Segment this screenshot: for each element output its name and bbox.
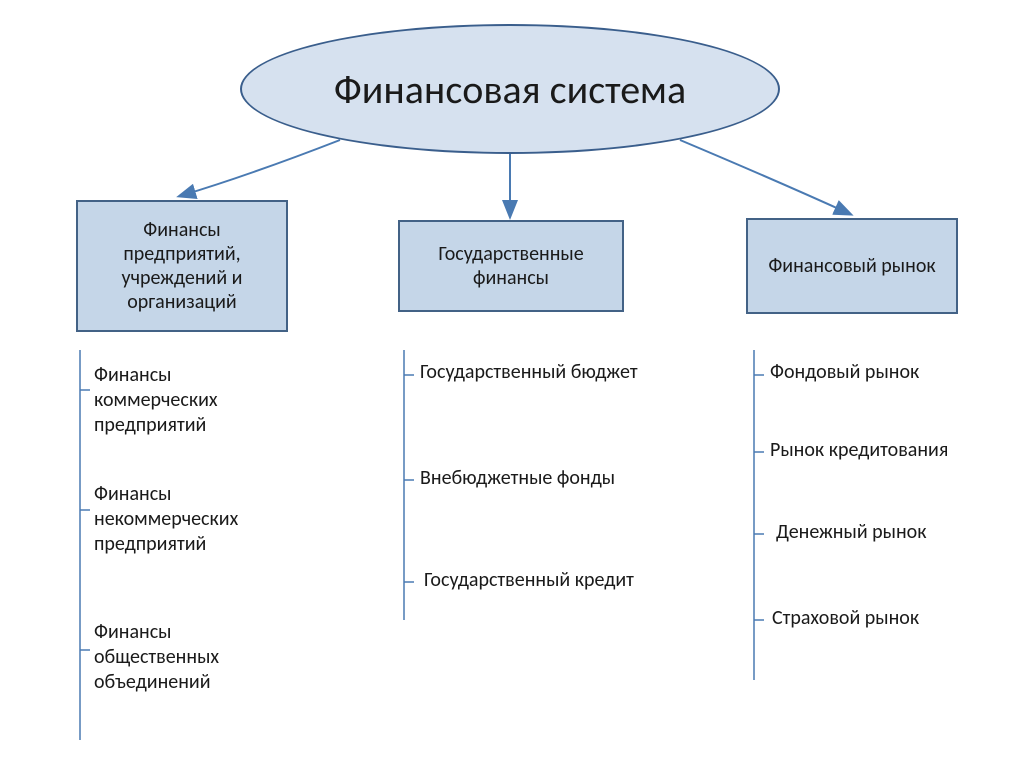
sub-item: Страховой рынок: [772, 606, 952, 631]
sub-item-label: Финансы общественных объединений: [94, 620, 219, 694]
sub-item: Финансы некоммерческих предприятий: [94, 482, 294, 557]
sub-item-label: Внебюджетные фонды: [420, 466, 615, 490]
sub-item-label: Денежный рынок: [776, 520, 927, 544]
sub-item: Государственный кредит: [424, 568, 644, 593]
arrow-connector: [180, 140, 340, 196]
sub-item: Рынок кредитования: [770, 438, 970, 463]
root-node: Финансовая система: [240, 24, 780, 154]
sub-item: Финансы коммерческих предприятий: [94, 363, 294, 438]
sub-item: Государственный бюджет: [420, 360, 640, 385]
root-label: Финансовая система: [334, 65, 686, 114]
branch-box-label: Финансы предприятий, учреждений и органи…: [84, 218, 280, 314]
sub-item-label: Рынок кредитования: [770, 438, 948, 462]
sub-item: Фондовый рынок: [770, 360, 950, 385]
sub-item-label: Финансы некоммерческих предприятий: [94, 482, 238, 556]
sub-item-label: Государственный бюджет: [420, 360, 638, 384]
sub-item-label: Государственный кредит: [424, 568, 634, 592]
branch-box: Государственные финансы: [398, 220, 624, 312]
branch-box-label: Финансовый рынок: [768, 254, 935, 278]
sub-item: Финансы общественных объединений: [94, 620, 294, 695]
branch-box: Финансы предприятий, учреждений и органи…: [76, 200, 288, 332]
sub-item-label: Страховой рынок: [772, 606, 919, 630]
sub-item: Денежный рынок: [776, 520, 956, 545]
sub-item: Внебюджетные фонды: [420, 466, 620, 491]
branch-box-label: Государственные финансы: [406, 242, 616, 290]
arrow-connector: [680, 140, 850, 214]
sub-item-label: Фондовый рынок: [770, 360, 919, 384]
branch-box: Финансовый рынок: [746, 218, 958, 314]
sub-item-label: Финансы коммерческих предприятий: [94, 363, 218, 437]
